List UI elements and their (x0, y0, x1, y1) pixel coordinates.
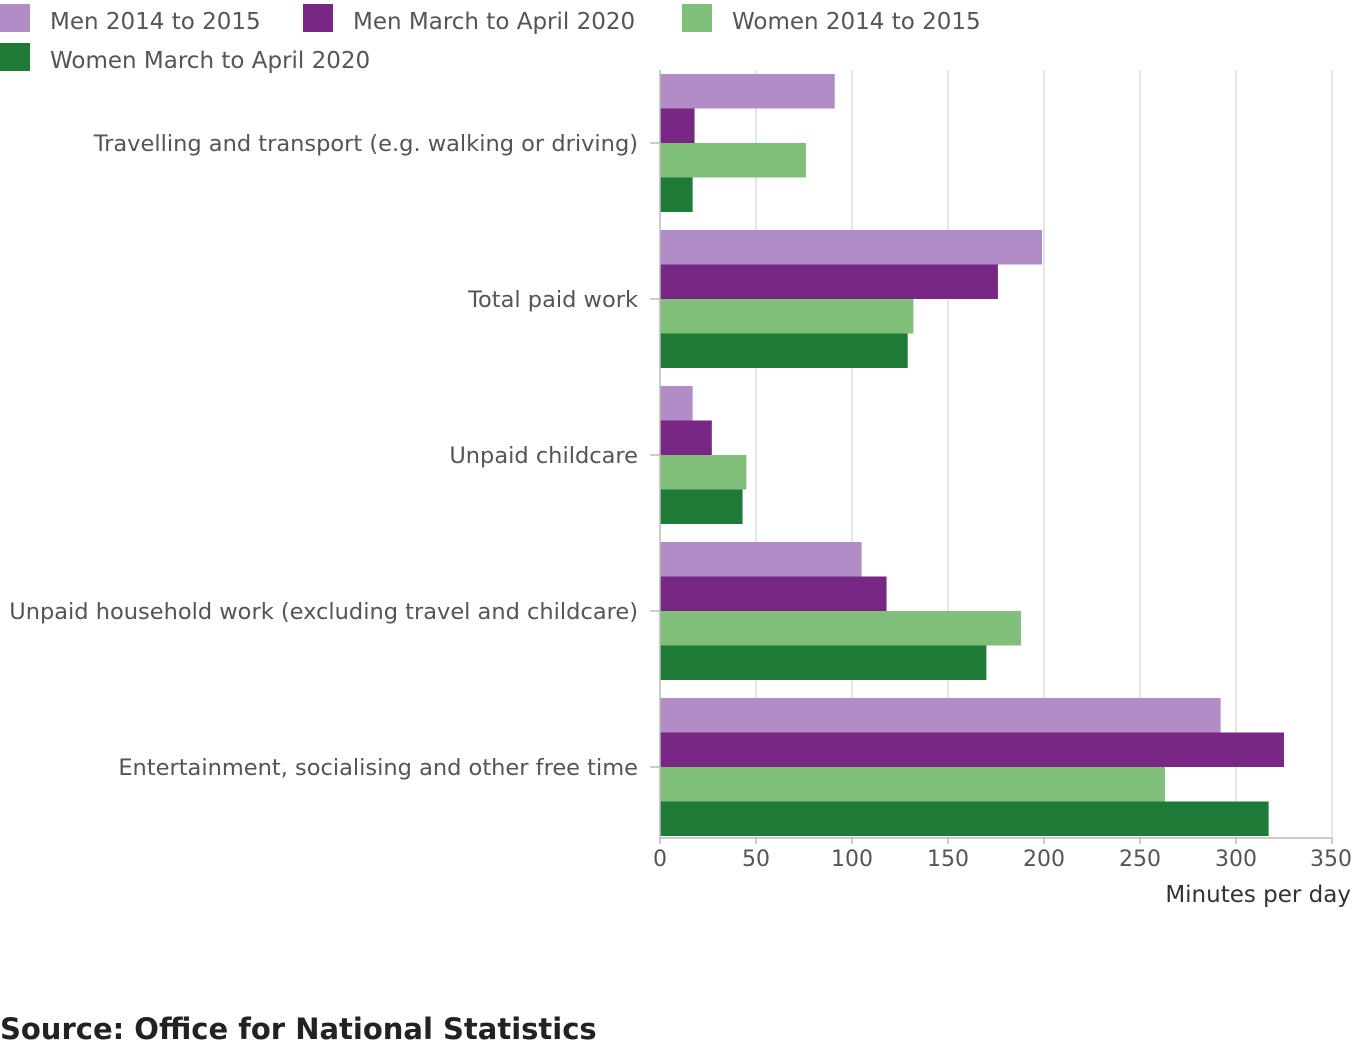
legend-swatch-3 (0, 43, 30, 71)
bar-0-series-2 (660, 143, 806, 178)
bar-3-series-1 (660, 576, 887, 611)
category-label-1: Total paid work (467, 287, 638, 313)
bar-2-series-3 (660, 489, 743, 524)
category-label-4: Entertainment, socialising and other fre… (118, 755, 638, 781)
y-axis: Travelling and transport (e.g. walking o… (9, 70, 661, 838)
x-tick-label-0: 0 (653, 847, 667, 872)
legend-label-1: Men March to April 2020 (353, 9, 635, 35)
bar-3-series-3 (660, 645, 987, 680)
x-tick-label-200: 200 (1023, 847, 1065, 872)
bar-4-series-3 (660, 801, 1269, 836)
bar-4-series-0 (660, 698, 1221, 733)
legend-swatch-2 (682, 4, 712, 32)
legend-label-2: Women 2014 to 2015 (732, 9, 981, 35)
category-label-3: Unpaid household work (excluding travel … (9, 599, 638, 625)
x-axis-label: Minutes per day (1165, 882, 1351, 908)
legend-label-3: Women March to April 2020 (50, 48, 370, 74)
x-axis: 0 50 100 150 200 250 300 350 (653, 837, 1352, 872)
x-tick-label-100: 100 (831, 847, 873, 872)
x-tick-label-300: 300 (1215, 847, 1257, 872)
gridlines (755, 70, 1333, 838)
bar-0-series-3 (660, 177, 693, 212)
bar-4-series-1 (660, 732, 1284, 767)
bar-2-series-1 (660, 420, 712, 455)
bar-3-series-0 (660, 542, 862, 577)
bar-4-series-2 (660, 767, 1165, 802)
bar-0-series-0 (660, 74, 835, 109)
grouped-bar-chart: Men 2014 to 2015 Men March to April 2020 W… (0, 4, 1352, 908)
x-tick-label-350: 350 (1310, 847, 1352, 872)
bar-2-series-2 (660, 455, 747, 490)
source-note: Source: Office for National Statistics (0, 1012, 597, 1046)
bar-1-series-2 (660, 299, 914, 334)
category-label-2: Unpaid childcare (449, 443, 638, 469)
legend: Men 2014 to 2015 Men March to April 2020 W… (0, 4, 981, 74)
bar-1-series-3 (660, 333, 908, 368)
bar-1-series-0 (660, 230, 1043, 265)
legend-swatch-0 (0, 4, 30, 32)
x-tick-label-250: 250 (1119, 847, 1161, 872)
bar-2-series-0 (660, 386, 693, 421)
bar-3-series-2 (660, 611, 1021, 646)
bar-0-series-1 (660, 108, 695, 143)
category-label-0: Travelling and transport (e.g. walking o… (93, 131, 638, 157)
x-tick-label-150: 150 (927, 847, 969, 872)
bar-1-series-1 (660, 264, 998, 299)
x-tick-label-50: 50 (742, 847, 770, 872)
legend-label-0: Men 2014 to 2015 (50, 9, 261, 35)
bars (660, 74, 1284, 836)
legend-swatch-1 (303, 4, 333, 32)
